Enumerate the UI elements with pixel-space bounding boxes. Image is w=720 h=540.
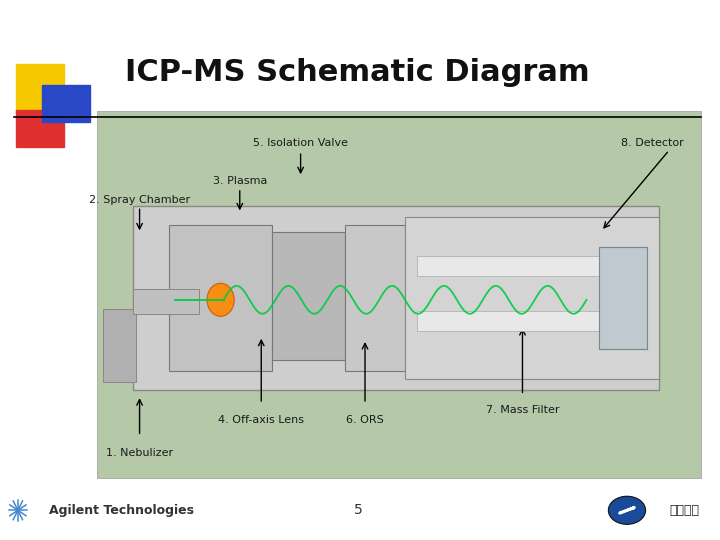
Text: 8. Detector: 8. Detector [621, 138, 683, 148]
Bar [16, 110, 64, 147]
Text: 5. Isolation Valve: 5. Isolation Valve [253, 138, 348, 148]
Text: 1. Nebulizer: 1. Nebulizer [106, 448, 173, 457]
Text: 3. Plasma: 3. Plasma [212, 176, 267, 186]
Text: ICP-MS Schematic Diagram: ICP-MS Schematic Diagram [125, 58, 590, 87]
Text: 4. Off-axis Lens: 4. Off-axis Lens [218, 415, 305, 425]
Circle shape [608, 496, 646, 524]
Text: 2. Spray Chamber: 2. Spray Chamber [89, 195, 190, 205]
Bar [16, 64, 64, 113]
Bar [103, 309, 136, 382]
Bar [96, 111, 701, 478]
Bar [417, 311, 623, 331]
Bar [169, 225, 272, 372]
Bar [42, 85, 90, 122]
Ellipse shape [207, 284, 234, 316]
Bar [133, 289, 199, 314]
Text: Agilent Technologies: Agilent Technologies [49, 504, 194, 517]
Text: 5: 5 [354, 503, 362, 517]
Text: 6. ORS: 6. ORS [346, 415, 384, 425]
Text: 7. Mass Filter: 7. Mass Filter [486, 406, 559, 415]
FancyArrowPatch shape [619, 508, 634, 513]
Bar [345, 225, 405, 372]
Text: 영인과학: 영인과학 [669, 504, 699, 517]
Bar [272, 232, 345, 360]
Bar [598, 247, 647, 349]
Bar [417, 256, 623, 276]
Bar [405, 217, 659, 379]
Bar [133, 206, 659, 390]
